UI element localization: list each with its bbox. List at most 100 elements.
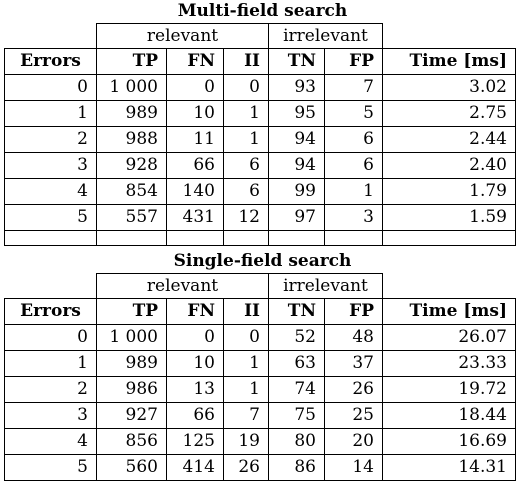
cell-fn: 10: [166, 350, 224, 377]
cell-tp: 560: [96, 454, 167, 481]
cell-errors: 3: [4, 402, 97, 429]
column-header-fp: FP: [324, 48, 383, 75]
cell-tp: 928: [96, 152, 167, 179]
cell-tp: 557: [96, 204, 167, 231]
group-header-relevant: relevant: [96, 273, 269, 299]
cell-tp: 856: [96, 428, 167, 455]
cell-ii: 26: [223, 454, 269, 481]
column-header-fn: FN: [166, 48, 224, 75]
cell-tp: 1 000: [96, 74, 167, 101]
column-header-ii: II: [223, 298, 269, 325]
cell-tp: 988: [96, 126, 167, 153]
cell-fp: 26: [324, 376, 383, 403]
cell-tp: 989: [96, 100, 167, 127]
cell-time: 18.44: [382, 402, 516, 429]
cell-fn: 0: [166, 324, 224, 351]
group-header-empty: [4, 273, 97, 299]
cell-tn: 94: [268, 126, 325, 153]
cell-tp: 1 000: [96, 324, 167, 351]
table-row: 3 928 66 6 94 6 2.40: [4, 152, 516, 179]
group-header-row: relevant irrelevant: [4, 273, 516, 299]
column-header-errors: Errors: [4, 48, 97, 75]
cell-ii: 0: [223, 324, 269, 351]
cell-tn: 97: [268, 204, 325, 231]
empty-cell: [96, 230, 167, 246]
column-header-tn: TN: [268, 298, 325, 325]
empty-cell: [223, 230, 269, 246]
cell-tn: 74: [268, 376, 325, 403]
table-row: 1 989 10 1 95 5 2.75: [4, 100, 516, 127]
cell-errors: 3: [4, 152, 97, 179]
cell-time: 3.02: [382, 74, 516, 101]
cell-ii: 0: [223, 74, 269, 101]
cell-tp: 989: [96, 350, 167, 377]
table-row: 4 856 125 19 80 20 16.69: [4, 428, 516, 455]
column-header-tp: TP: [96, 48, 167, 75]
cell-fn: 66: [166, 152, 224, 179]
column-header-time: Time [ms]: [382, 298, 516, 325]
cell-time: 16.69: [382, 428, 516, 455]
cell-ii: 1: [223, 100, 269, 127]
cell-tn: 86: [268, 454, 325, 481]
column-header-tp: TP: [96, 298, 167, 325]
cell-fp: 25: [324, 402, 383, 429]
cell-tn: 93: [268, 74, 325, 101]
table-caption: Multi-field search: [177, 1, 348, 21]
cell-time: 19.72: [382, 376, 516, 403]
cell-time: 1.59: [382, 204, 516, 231]
column-header-ii: II: [223, 48, 269, 75]
single-field-table-block: Single-field search relevant irrelevant …: [4, 250, 516, 481]
cell-tp: 927: [96, 402, 167, 429]
cell-tn: 95: [268, 100, 325, 127]
table-caption: Single-field search: [173, 251, 352, 271]
group-header-relevant: relevant: [96, 23, 269, 49]
cell-fp: 5: [324, 100, 383, 127]
cell-fn: 11: [166, 126, 224, 153]
cell-time: 26.07: [382, 324, 516, 351]
cell-tn: 99: [268, 178, 325, 205]
cell-time: 2.40: [382, 152, 516, 179]
column-header-tn: TN: [268, 48, 325, 75]
cell-tn: 94: [268, 152, 325, 179]
cell-errors: 1: [4, 350, 97, 377]
empty-cell: [166, 230, 224, 246]
cell-fn: 13: [166, 376, 224, 403]
cell-errors: 2: [4, 376, 97, 403]
cell-errors: 4: [4, 178, 97, 205]
cell-ii: 1: [223, 350, 269, 377]
cell-fn: 125: [166, 428, 224, 455]
column-header-row: Errors TP FN II TN FP Time [ms]: [4, 298, 516, 325]
cell-time: 23.33: [382, 350, 516, 377]
group-header-empty: [382, 23, 516, 49]
cell-errors: 1: [4, 100, 97, 127]
table-row: 5 557 431 12 97 3 1.59: [4, 204, 516, 231]
column-header-errors: Errors: [4, 298, 97, 325]
cell-fp: 6: [324, 126, 383, 153]
cell-fn: 0: [166, 74, 224, 101]
cell-errors: 0: [4, 74, 97, 101]
table-row: 5 560 414 26 86 14 14.31: [4, 454, 516, 481]
group-header-irrelevant: irrelevant: [268, 23, 383, 49]
cell-ii: 1: [223, 126, 269, 153]
cell-errors: 5: [4, 204, 97, 231]
empty-cell: [382, 230, 516, 246]
column-header-fp: FP: [324, 298, 383, 325]
cell-tp: 986: [96, 376, 167, 403]
empty-cell: [268, 230, 325, 246]
cell-fp: 14: [324, 454, 383, 481]
cell-fp: 7: [324, 74, 383, 101]
cell-errors: 0: [4, 324, 97, 351]
multi-field-table-block: Multi-field search relevant irrelevant E…: [4, 0, 516, 246]
group-header-empty: [4, 23, 97, 49]
column-header-row: Errors TP FN II TN FP Time [ms]: [4, 48, 516, 75]
cell-fn: 431: [166, 204, 224, 231]
cell-ii: 1: [223, 376, 269, 403]
cell-errors: 4: [4, 428, 97, 455]
cell-ii: 19: [223, 428, 269, 455]
group-header-irrelevant: irrelevant: [268, 273, 383, 299]
cell-tp: 854: [96, 178, 167, 205]
cell-fn: 66: [166, 402, 224, 429]
cell-fn: 140: [166, 178, 224, 205]
cell-tn: 75: [268, 402, 325, 429]
cell-tn: 80: [268, 428, 325, 455]
